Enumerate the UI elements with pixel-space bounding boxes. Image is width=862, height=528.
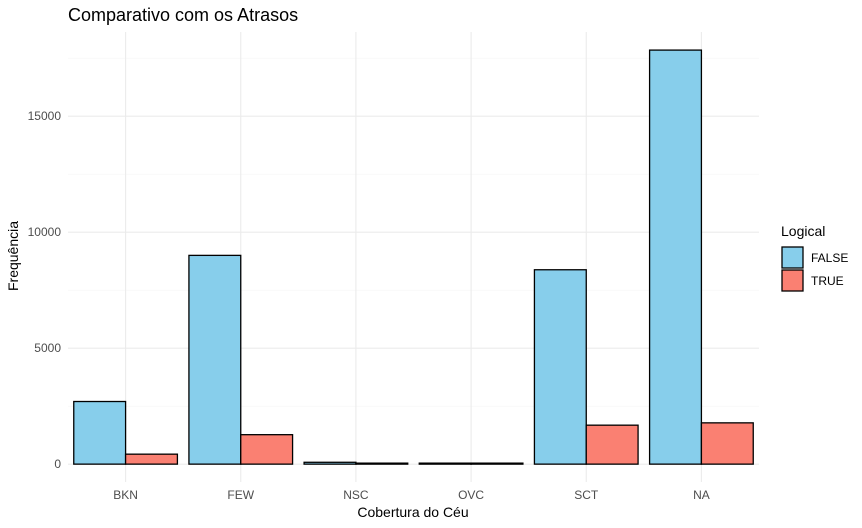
bar-true <box>124 453 179 465</box>
legend-title: Logical <box>781 223 825 239</box>
y-tick-label: 10000 <box>28 225 62 239</box>
bar-false <box>648 49 703 465</box>
legend-label: FALSE <box>811 251 848 265</box>
bars <box>73 49 754 465</box>
legend-key-true <box>781 269 804 292</box>
bar-false <box>418 462 472 465</box>
bar-true <box>470 462 524 465</box>
x-tick-label: NSC <box>343 488 369 502</box>
y-axis: 0 5000 10000 15000 <box>28 109 62 471</box>
bar-false <box>188 254 242 465</box>
bar-true <box>240 434 294 465</box>
x-tick-label: NA <box>693 488 710 502</box>
bar-false <box>73 400 127 465</box>
y-tick-label: 5000 <box>34 341 61 355</box>
bar-true <box>355 462 409 465</box>
x-axis-title: Cobertura do Céu <box>357 504 468 520</box>
chart-title: Comparativo com os Atrasos <box>68 5 298 25</box>
legend: Logical FALSE TRUE <box>781 223 848 292</box>
legend-key-false <box>781 246 804 269</box>
x-tick-label: FEW <box>227 488 254 502</box>
y-axis-title: Frequência <box>5 221 21 291</box>
x-tick-label: BKN <box>113 488 138 502</box>
bar-false <box>303 461 357 465</box>
bar-true <box>700 422 754 465</box>
y-tick-label: 0 <box>54 457 61 471</box>
legend-label: TRUE <box>811 274 844 288</box>
x-tick-label: OVC <box>458 488 484 502</box>
x-tick-label: SCT <box>574 488 599 502</box>
bar-false <box>533 269 587 465</box>
x-axis: BKN FEW NSC OVC SCT NA <box>113 488 710 502</box>
y-tick-label: 15000 <box>28 109 62 123</box>
bar-true <box>585 424 639 465</box>
